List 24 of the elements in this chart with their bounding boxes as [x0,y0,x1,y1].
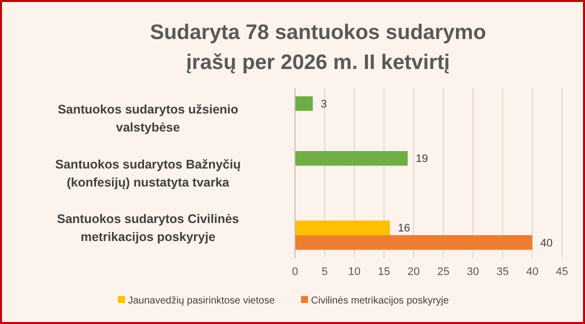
y-tick-label: Santuokos sudarytos Bažnyčių (konfesijų) nustatyta tvarka [55,157,241,190]
x-tick-label: 30 [466,266,480,278]
data-label: 40 [540,237,553,250]
bar [295,235,532,250]
x-tick-label: 5 [322,266,328,278]
x-tick-label: 0 [292,266,298,278]
y-tick-label: Santuokos sudarytos užsienio valstybėse [58,102,239,135]
x-tick-label: 15 [378,266,390,278]
bar [295,96,313,111]
data-label: 3 [320,98,327,110]
x-tick-label: 20 [408,266,420,278]
data-label: 19 [416,153,428,166]
x-tick-label: 35 [496,266,509,278]
y-tick-label: Santuokos sudarytos Civilinės metrikacijos poskyryje [57,212,240,244]
bar [295,220,390,236]
legend-label: Jaunavedžių pasirinktose vietose [128,296,276,306]
legend-label: Civilinės metrikacijos poskyryje [311,296,450,306]
x-tick-label: 40 [526,266,538,278]
x-tick-label: 10 [348,266,360,278]
bar [295,151,408,166]
data-label: 16 [398,222,410,235]
chart-title: Sudaryta 78 santuokos sudarymo įrašų per 2026 m. II ketvirtį [150,21,486,74]
x-tick-label: 45 [556,266,568,278]
x-tick-label: 25 [437,266,450,278]
